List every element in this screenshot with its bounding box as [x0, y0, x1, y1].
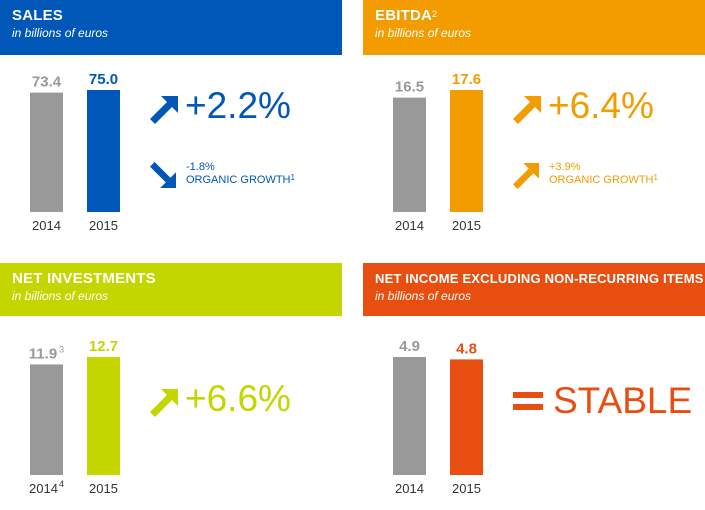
sales-title: SALES — [12, 7, 64, 24]
value-label-2014: 73.4 — [32, 74, 62, 91]
value-label-2015: 17.6 — [452, 71, 481, 88]
arrow-up-right-icon — [513, 96, 541, 124]
value-label-2014: 11.9 3 — [29, 344, 64, 362]
net-income-header: NET INCOME EXCLUDING NON-RECURRING ITEMS… — [363, 263, 705, 316]
bar-2015 — [87, 90, 120, 212]
investments-header: NET INVESTMENTS in billions of euros — [0, 263, 342, 316]
category-label-2014: 2014 — [32, 218, 61, 233]
bar-2014 — [393, 357, 426, 475]
category-label-2014: 2014 — [395, 481, 424, 496]
sales-chart: 73.4 2014 75.0 2015 — [30, 71, 120, 233]
investments-change: +6.6% — [185, 378, 291, 419]
ebitda-title: EBITDA2 — [375, 7, 438, 24]
arrow-up-right-icon — [513, 163, 539, 189]
ebitda-chart: 16.5 2014 17.6 2015 — [393, 71, 483, 233]
category-label-2014: 2014 — [395, 218, 424, 233]
bar-2015 — [450, 90, 483, 212]
net-income-panel: NET INCOME EXCLUDING NON-RECURRING ITEMS… — [363, 263, 705, 508]
category-label-2015: 2015 — [89, 481, 118, 496]
net-income-title: NET INCOME EXCLUDING NON-RECURRING ITEMS — [375, 271, 704, 286]
net-income-chart: 4.9 2014 4.8 2015 — [393, 338, 483, 496]
ebitda-change: +6.4% — [548, 85, 654, 126]
ebitda-panel: EBITDA2 in billions of euros 16.5 2014 17.… — [363, 0, 705, 245]
investments-chart: 11.9 3 20144 12.7 2015 — [29, 338, 120, 496]
investments-title: NET INVESTMENTS — [12, 270, 156, 287]
sales-change: +2.2% — [185, 85, 291, 126]
value-label-2014: 4.9 — [399, 338, 420, 355]
ebitda-organic-label: ORGANIC GROWTH1 — [549, 173, 658, 186]
investments-panel: NET INVESTMENTS in billions of euros 11.… — [0, 263, 342, 508]
category-label-2015: 2015 — [452, 218, 481, 233]
value-label-2015: 12.7 — [89, 338, 118, 355]
sales-panel: SALES in billions of euros 73.4 2014 75.0 2… — [0, 0, 342, 245]
net-income-subtitle: in billions of euros — [375, 289, 472, 303]
net-income-status: STABLE — [553, 380, 693, 421]
sales-organic: -1.8% ORGANIC GROWTH1 — [186, 161, 295, 187]
sales-organic-value: -1.8% — [186, 161, 215, 173]
arrow-up-right-icon — [150, 389, 178, 417]
ebitda-organic: +3.9% ORGANIC GROWTH1 — [549, 161, 658, 187]
bar-2015 — [450, 359, 483, 475]
category-label-2015: 2015 — [452, 481, 481, 496]
category-label-2014: 20144 — [29, 479, 64, 496]
sales-organic-label: ORGANIC GROWTH1 — [186, 173, 295, 186]
ebitda-header: EBITDA2 in billions of euros — [363, 0, 705, 55]
value-label-2015: 4.8 — [456, 340, 477, 357]
bar-2014 — [30, 92, 63, 212]
ebitda-organic-value: +3.9% — [549, 161, 581, 173]
value-label-2014: 16.5 — [395, 79, 424, 96]
value-label-2015: 75.0 — [89, 71, 118, 88]
arrow-up-right-icon — [150, 96, 178, 124]
investments-subtitle: in billions of euros — [12, 289, 109, 303]
sales-subtitle: in billions of euros — [12, 26, 109, 40]
arrow-down-right-icon — [150, 162, 176, 188]
bar-2015 — [87, 357, 120, 475]
bar-2014 — [393, 97, 426, 212]
sales-header: SALES in billions of euros — [0, 0, 342, 55]
ebitda-subtitle: in billions of euros — [375, 26, 472, 40]
category-label-2015: 2015 — [89, 218, 118, 233]
equals-icon — [513, 392, 543, 410]
bar-2014 — [30, 364, 63, 475]
